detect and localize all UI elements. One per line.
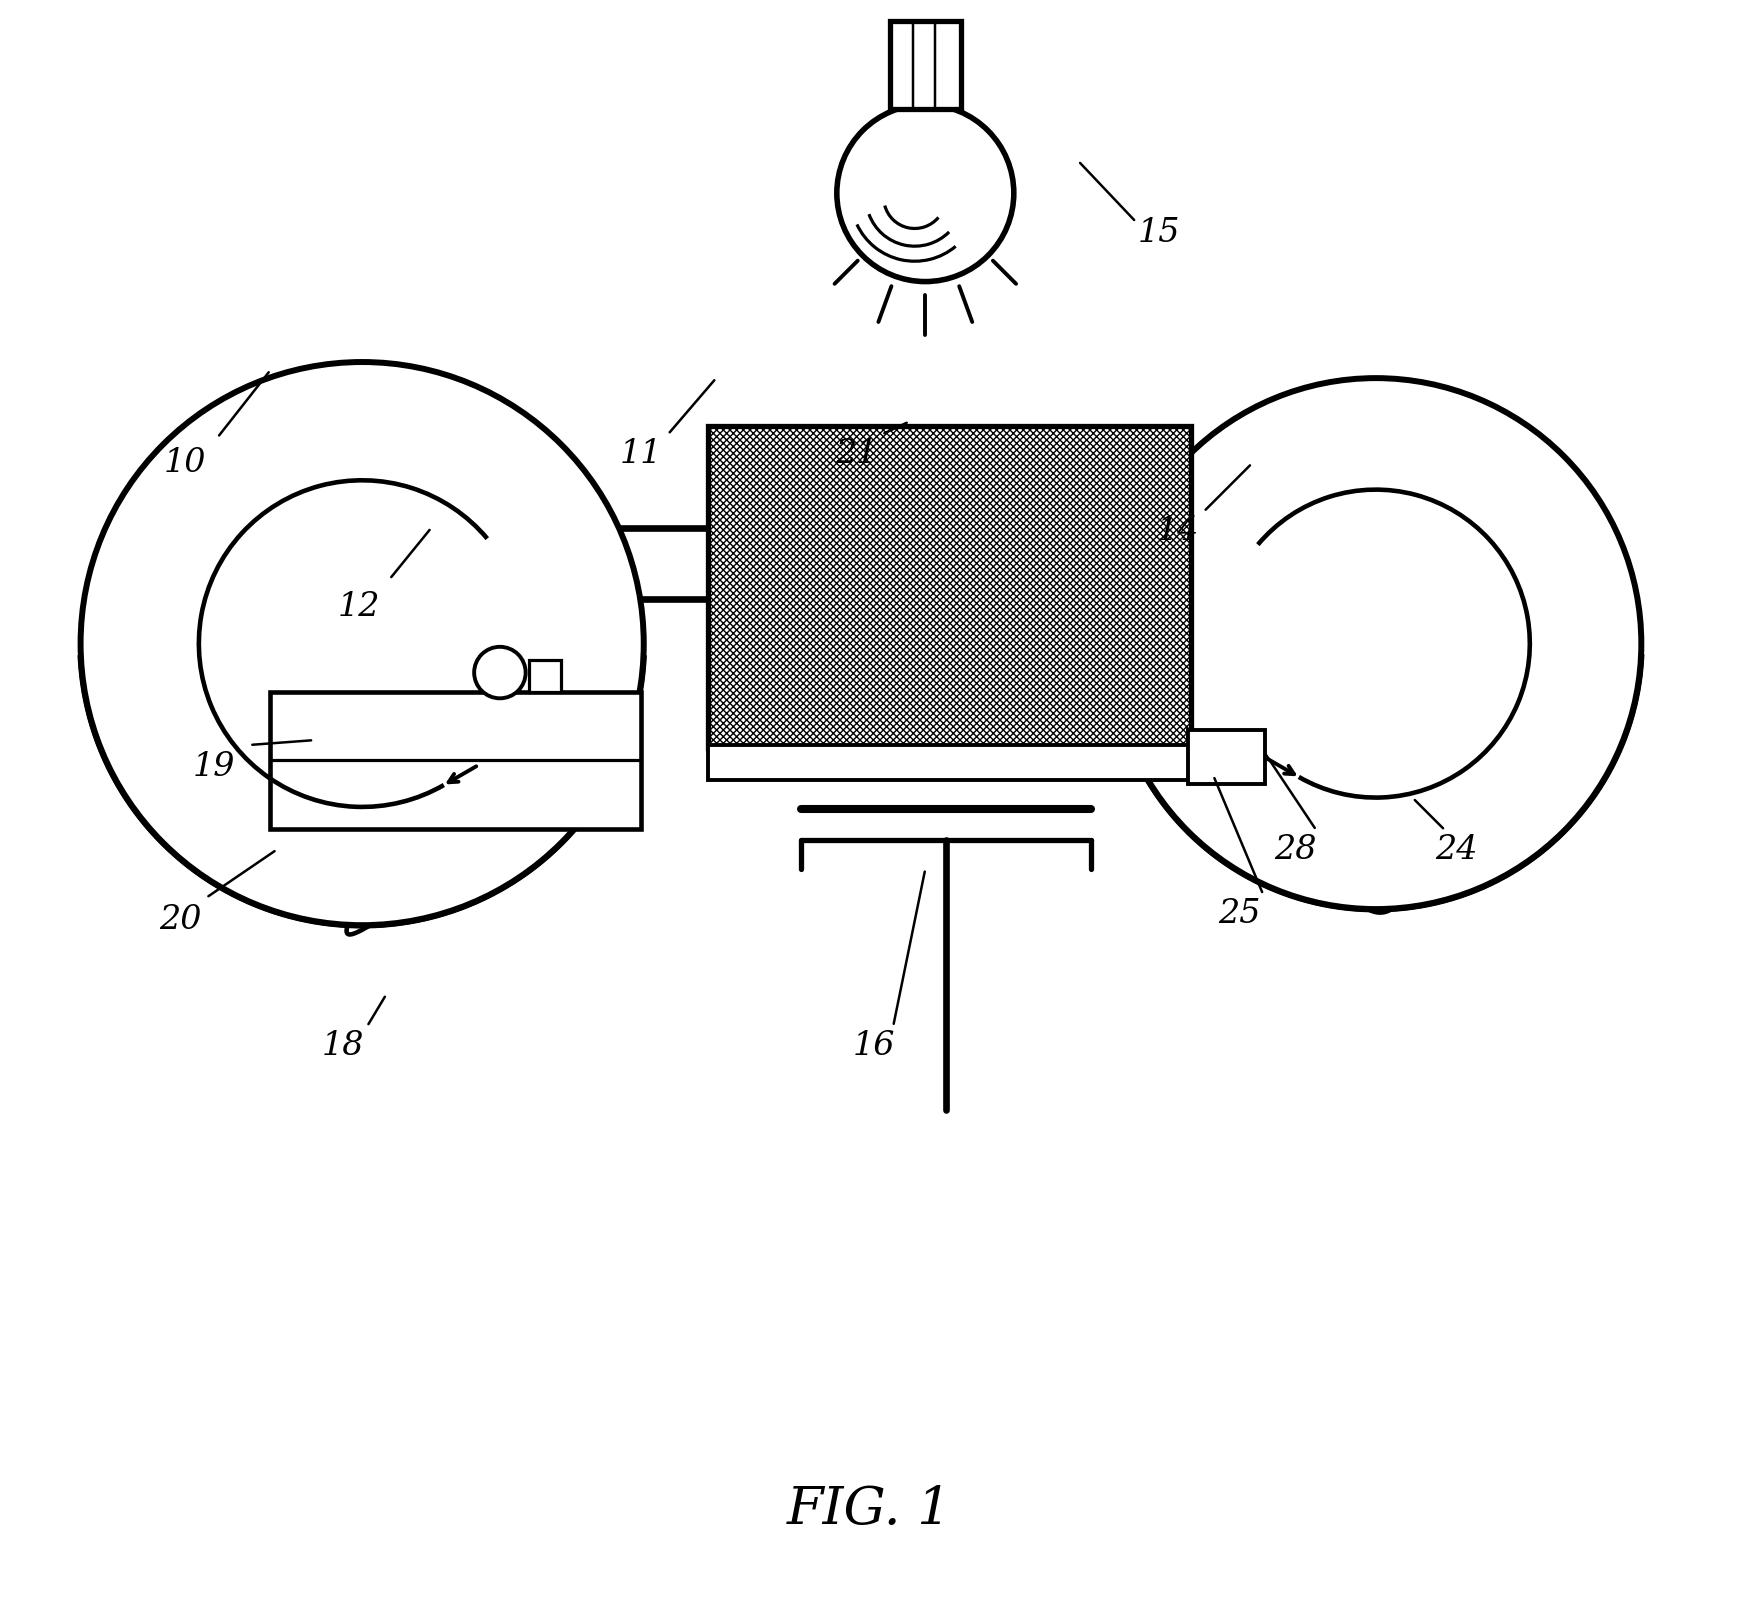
Text: 15: 15	[1137, 217, 1180, 249]
Text: 14: 14	[1158, 515, 1199, 547]
Bar	[890, 21, 961, 109]
Text: 10: 10	[163, 447, 207, 479]
Text: 16: 16	[853, 1030, 895, 1062]
Text: 11: 11	[619, 438, 662, 470]
Text: 25: 25	[1218, 898, 1260, 930]
Text: 20: 20	[160, 904, 202, 936]
Bar	[707, 745, 1191, 780]
Circle shape	[80, 362, 643, 925]
Bar	[707, 426, 1191, 748]
Text: FIG. 1: FIG. 1	[787, 1483, 951, 1535]
Text: 24: 24	[1436, 833, 1477, 866]
Circle shape	[1111, 378, 1641, 909]
Text: 18: 18	[322, 1030, 363, 1062]
Text: 28: 28	[1274, 833, 1317, 866]
Circle shape	[474, 647, 525, 698]
Circle shape	[836, 105, 1013, 282]
Text: 19: 19	[193, 751, 235, 784]
Text: 12: 12	[337, 591, 381, 623]
Bar	[271, 692, 641, 829]
Text: 21: 21	[834, 438, 878, 470]
Bar	[1187, 730, 1265, 784]
Bar	[528, 660, 561, 692]
